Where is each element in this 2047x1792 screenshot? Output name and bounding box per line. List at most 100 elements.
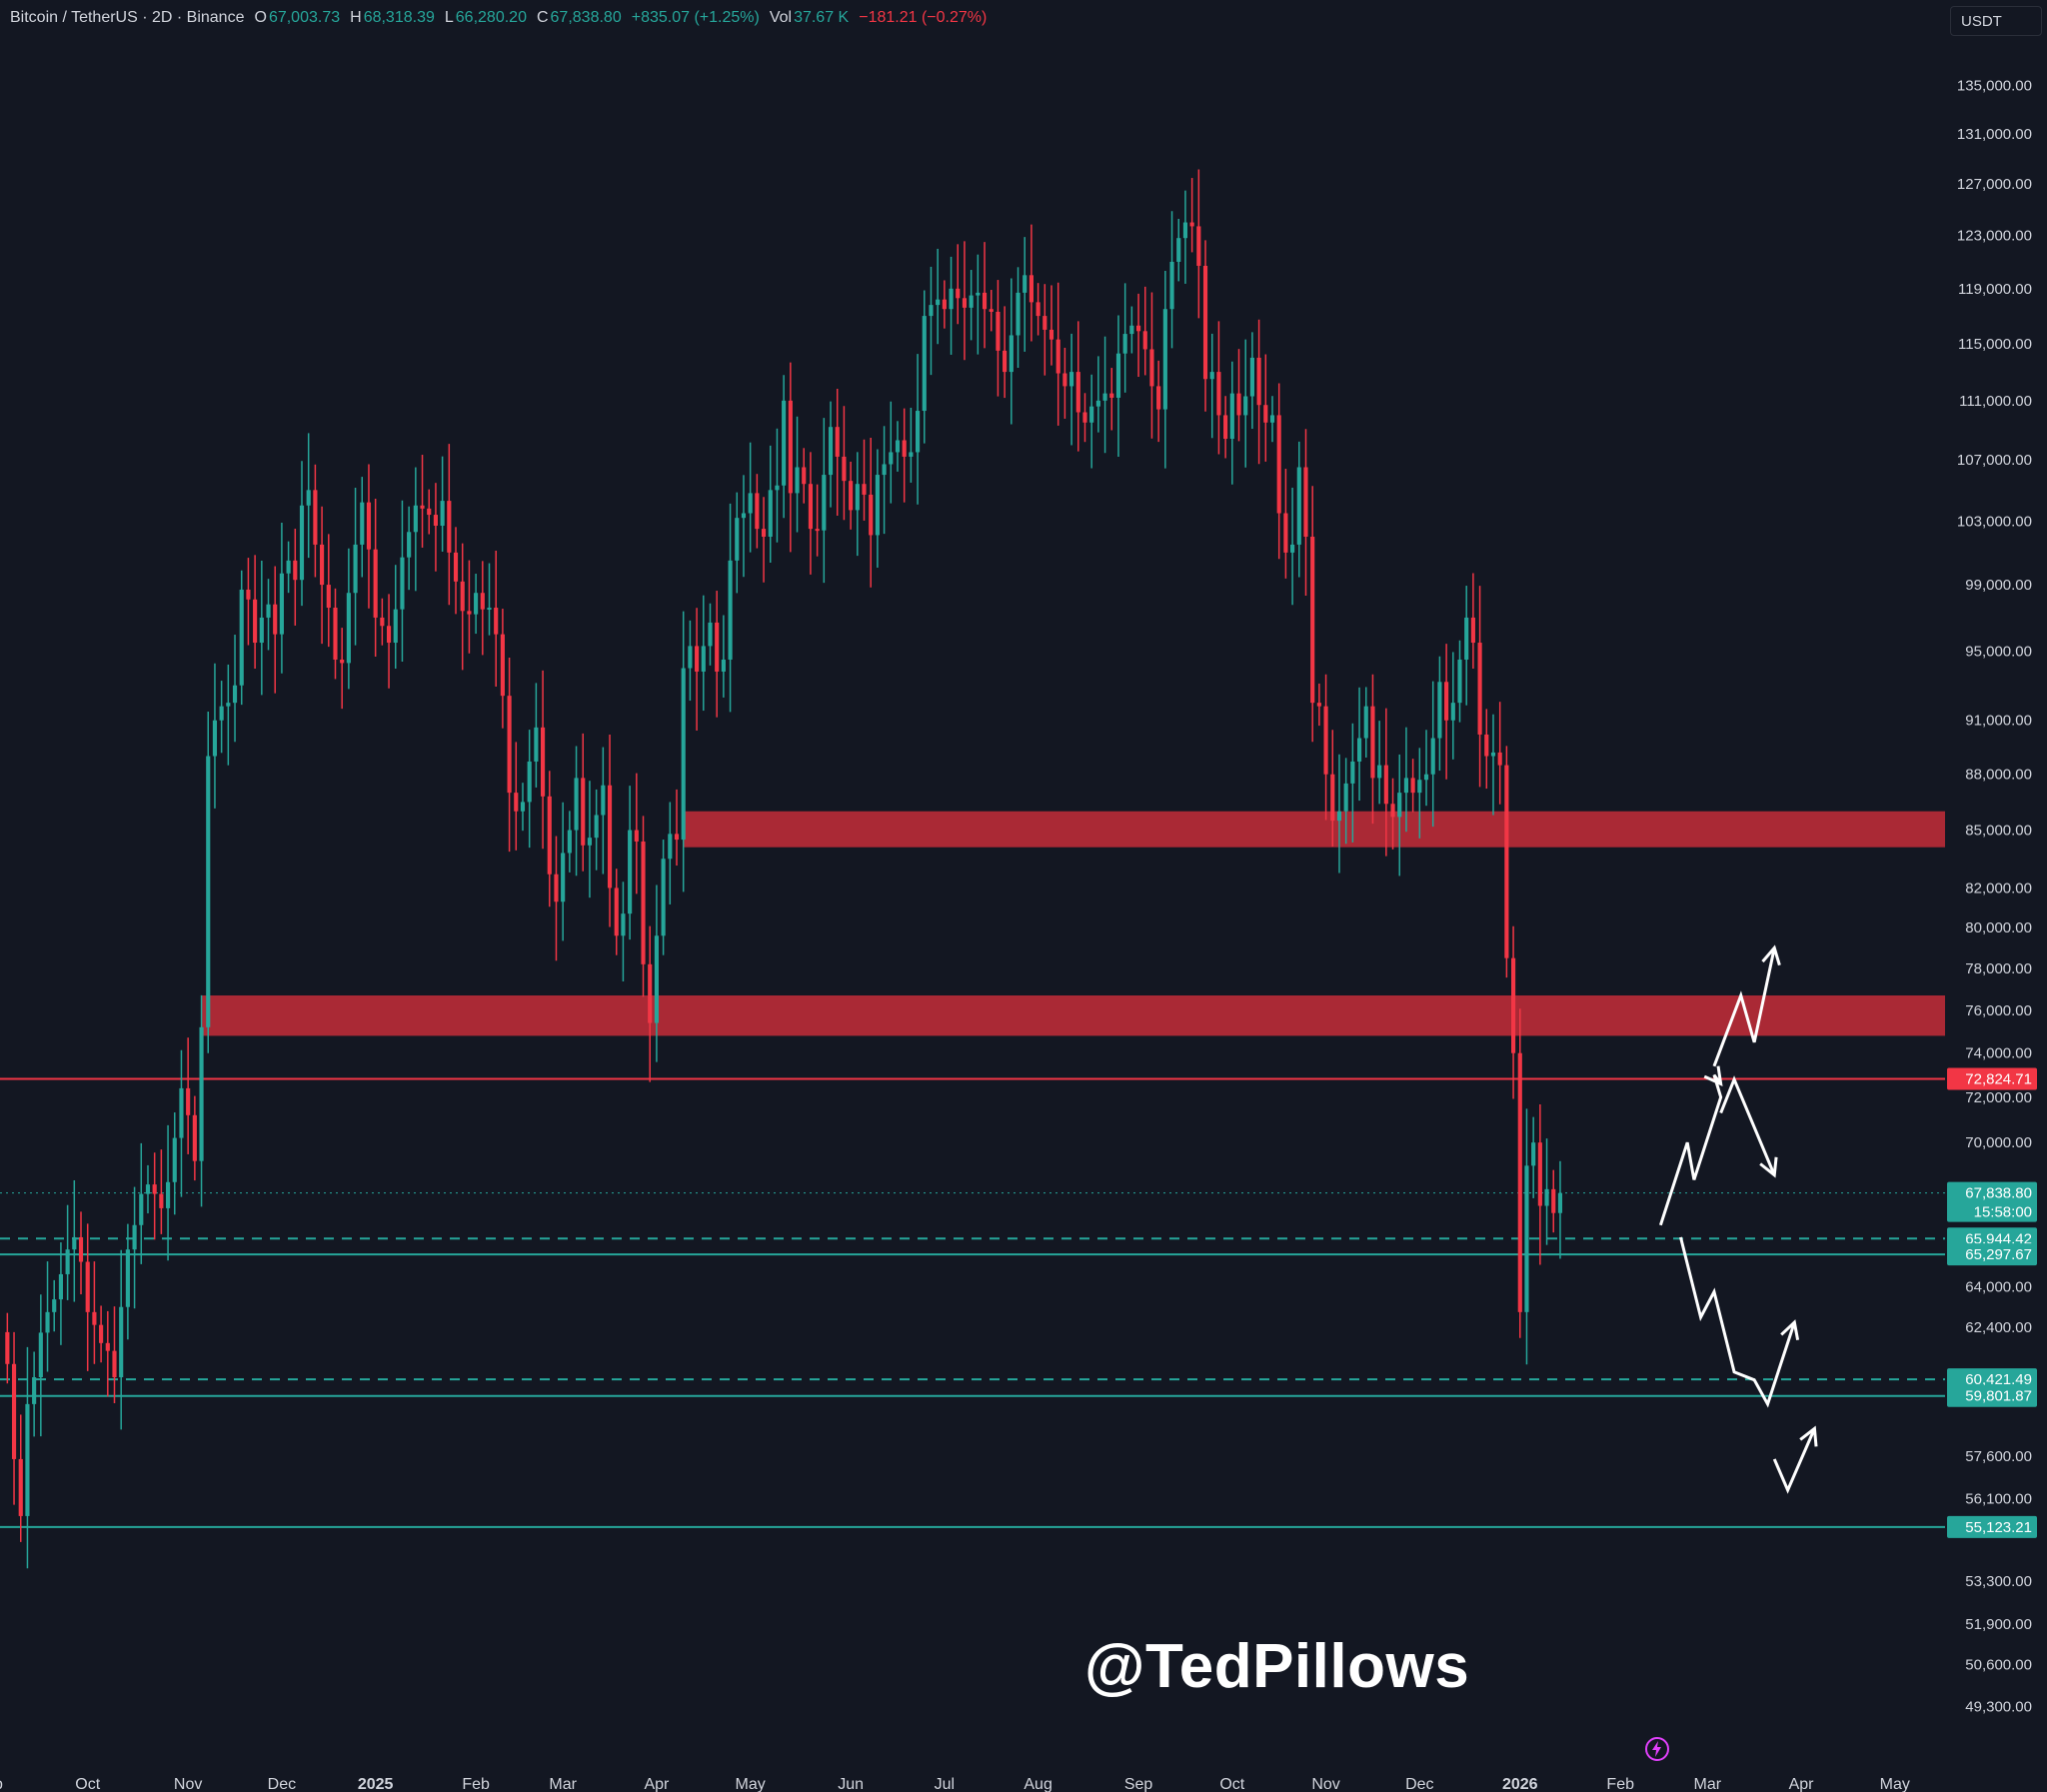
candle [32, 1351, 37, 1437]
candle-body [1470, 617, 1475, 644]
candle [1048, 285, 1054, 366]
candle-body [1437, 682, 1442, 739]
candle-body [862, 484, 867, 495]
price-tag [1947, 1067, 2037, 1090]
candle-body [132, 1224, 137, 1250]
candle-body [1202, 265, 1208, 380]
candle [721, 615, 726, 698]
candle [895, 421, 901, 472]
close-key: C [536, 9, 549, 26]
candle [1035, 283, 1040, 336]
candle-body [112, 1350, 117, 1378]
candle-body [795, 467, 800, 494]
candle-body [581, 778, 586, 846]
candle [1343, 758, 1348, 845]
candle [165, 1124, 171, 1261]
open-value: 67,003.73 [268, 9, 341, 26]
candle-body [741, 513, 747, 519]
candle [11, 1331, 17, 1505]
candle [561, 802, 566, 941]
price-tick-label: 91,000.00 [1965, 713, 2032, 730]
time-tick-label: Mar [549, 1776, 577, 1792]
candle [1423, 730, 1429, 807]
candle-body [1370, 706, 1375, 779]
candle [1377, 721, 1382, 805]
candle [1023, 237, 1027, 352]
price-tick-label: 127,000.00 [1957, 176, 2032, 193]
close-value: 67,838.80 [550, 9, 622, 26]
candle-body [775, 485, 780, 491]
candle [85, 1223, 90, 1371]
candle-body [1189, 222, 1194, 227]
candle [1003, 306, 1008, 399]
candle [192, 1095, 197, 1181]
candle [474, 574, 479, 635]
candle-body [299, 505, 305, 581]
candle [1102, 336, 1107, 454]
candle-body [1290, 544, 1295, 553]
candle-body [1089, 406, 1094, 423]
candle-body [1249, 357, 1254, 397]
time-tick-label: May [736, 1776, 766, 1792]
candle-body [420, 505, 425, 509]
currency-button[interactable]: USDT [1950, 6, 2042, 36]
candle-body [1135, 325, 1141, 332]
time-tick-label: Feb [1606, 1776, 1634, 1792]
candle [534, 683, 539, 788]
symbol-name[interactable]: Bitcoin / TetherUS · 2D · Binance [10, 9, 245, 26]
candle [540, 670, 546, 850]
candle-body [1464, 617, 1469, 660]
candle [1162, 271, 1167, 469]
candle [1557, 1160, 1563, 1259]
candle-body [782, 400, 787, 486]
candle [1356, 687, 1362, 802]
candle [373, 498, 378, 658]
candle [982, 242, 988, 349]
candle-body [1303, 467, 1308, 538]
candle-body [139, 1193, 144, 1225]
time-tick-label: 2025 [358, 1776, 394, 1792]
candle-body [1557, 1192, 1563, 1213]
candle [1457, 640, 1462, 723]
price-tick-label: 99,000.00 [1965, 577, 2032, 594]
candle-body [407, 532, 412, 558]
candle-body [500, 634, 505, 697]
candle-body [842, 456, 847, 482]
candle [902, 408, 907, 503]
candle-body [199, 1026, 204, 1161]
low-value: 66,280.20 [455, 9, 527, 26]
candle [320, 506, 325, 645]
candle-body [313, 490, 318, 545]
candle-body [695, 646, 700, 672]
candle-body [92, 1311, 97, 1325]
candle-body [1156, 386, 1161, 410]
candle [607, 735, 613, 927]
candle [922, 290, 927, 444]
candle-body [1149, 349, 1154, 387]
candle-body [1310, 537, 1315, 704]
candle [420, 455, 425, 548]
candle-body [386, 626, 392, 644]
candle [862, 439, 867, 521]
candle-body [1169, 261, 1174, 310]
candle [132, 1186, 137, 1309]
candle-body [728, 560, 733, 660]
candle [1169, 211, 1174, 349]
price-tag-label: 65,944.42 [1965, 1230, 2032, 1247]
candle [567, 811, 572, 873]
candle-body [1484, 734, 1489, 757]
candle [78, 1211, 84, 1295]
candle [668, 802, 673, 904]
candle [1009, 278, 1014, 425]
flash-icon[interactable] [1643, 1735, 1671, 1763]
price-tick-label: 74,000.00 [1965, 1045, 2032, 1062]
candle-body [119, 1306, 124, 1378]
candle [989, 290, 994, 332]
price-tick-label: 107,000.00 [1957, 452, 2032, 469]
price-axis: 135,000.00 131,000.00 127,000.00 123,000.00… [1945, 0, 2047, 1792]
candle [1490, 714, 1496, 816]
candle-body [306, 490, 311, 506]
candle-body [942, 299, 947, 310]
